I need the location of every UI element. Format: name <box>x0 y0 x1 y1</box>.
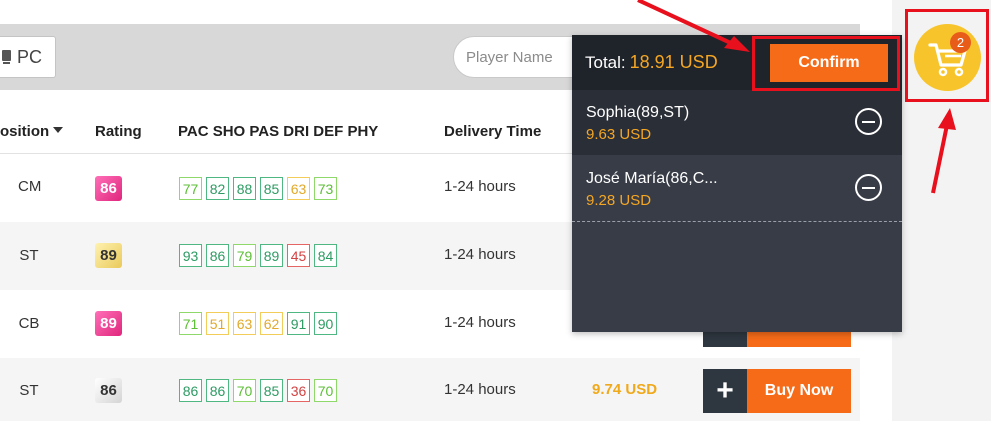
stat-pac: 93 <box>179 244 202 267</box>
minus-circle-icon[interactable] <box>855 174 882 201</box>
row-price: 9.74 USD <box>592 381 658 398</box>
stat-pas: 79 <box>233 244 256 267</box>
row-delivery-time: 1-24 hours <box>444 314 516 331</box>
stats-column-header: PAC SHO PAS DRI DEF PHY <box>178 123 379 140</box>
row-stats: 86 86 70 85 36 70 <box>179 379 337 402</box>
position-header-label: osition <box>0 123 50 140</box>
stat-pac: 71 <box>179 312 202 335</box>
buy-label-partial[interactable] <box>747 331 851 347</box>
stat-phy: 73 <box>314 177 337 200</box>
cart-highlight-box <box>905 9 989 102</box>
stat-dri: 89 <box>260 244 283 267</box>
buy-now-button-partial[interactable] <box>703 331 851 347</box>
row-position: ST <box>19 382 39 399</box>
row-rating-badge: 86 <box>95 378 122 403</box>
stat-sho: 86 <box>206 379 229 402</box>
cart-item-name: Sophia(89,ST) <box>586 104 690 121</box>
table-row: ST 86 86 86 70 85 36 70 1-24 hours 9.74 … <box>0 358 860 421</box>
plus-icon[interactable]: + <box>703 369 747 413</box>
cart-item-name: José María(86,C... <box>586 170 718 187</box>
row-stats: 93 86 79 89 45 84 <box>179 244 337 267</box>
confirm-button[interactable]: Confirm <box>770 44 888 82</box>
stat-dri: 85 <box>260 379 283 402</box>
row-delivery-time: 1-24 hours <box>444 178 516 195</box>
stat-sho: 82 <box>206 177 229 200</box>
stat-pac: 86 <box>179 379 202 402</box>
minus-circle-icon[interactable] <box>855 108 882 135</box>
delivery-column-header: Delivery Time <box>444 123 542 140</box>
rating-column-header: Rating <box>95 123 142 140</box>
position-column-header[interactable]: osition <box>0 123 64 140</box>
stat-phy: 84 <box>314 244 337 267</box>
row-rating-badge: 89 <box>95 243 122 268</box>
table-header: osition Rating PAC SHO PAS DRI DEF PHY D… <box>0 112 860 154</box>
cart-item: Sophia(89,ST) 9.63 USD <box>572 90 902 155</box>
row-position: ST <box>19 247 39 264</box>
platform-pc-button[interactable]: PC <box>0 36 56 78</box>
cart-item-price: 9.28 USD <box>586 192 652 209</box>
stat-dri: 62 <box>260 312 283 335</box>
stat-pas: 88 <box>233 177 256 200</box>
buy-now-label[interactable]: Buy Now <box>747 369 851 413</box>
row-position: CB <box>18 315 40 332</box>
cart-total-label: Total: <box>585 53 626 72</box>
table-row: CM 86 77 82 88 85 63 73 1-24 hours <box>0 154 860 222</box>
stat-phy: 90 <box>314 312 337 335</box>
row-delivery-time: 1-24 hours <box>444 381 516 398</box>
table-row: CB 89 71 51 63 62 91 90 1-24 hours <box>0 290 860 358</box>
cart-total: Total: 18.91 USD <box>585 52 718 73</box>
player-name-search-input[interactable] <box>453 36 593 78</box>
row-stats: 77 82 88 85 63 73 <box>179 177 337 200</box>
stat-sho: 86 <box>206 244 229 267</box>
stat-def: 45 <box>287 244 310 267</box>
pc-icon <box>2 50 12 64</box>
row-stats: 71 51 63 62 91 90 <box>179 312 337 335</box>
stat-pac: 77 <box>179 177 202 200</box>
row-delivery-time: 1-24 hours <box>444 246 516 263</box>
stat-phy: 70 <box>314 379 337 402</box>
confirm-highlight-box <box>752 36 900 91</box>
stat-pas: 63 <box>233 312 256 335</box>
row-position: CM <box>18 178 42 195</box>
stat-def: 63 <box>287 177 310 200</box>
buy-now-button[interactable]: + Buy Now <box>703 369 851 413</box>
cart-item: José María(86,C... 9.28 USD <box>572 156 902 222</box>
platform-label: PC <box>17 46 43 67</box>
buy-plus-partial[interactable] <box>703 331 747 347</box>
row-rating-badge: 86 <box>95 176 122 201</box>
cart-button[interactable]: 2 <box>914 24 981 91</box>
stat-def: 36 <box>287 379 310 402</box>
stat-def: 91 <box>287 312 310 335</box>
stat-sho: 51 <box>206 312 229 335</box>
stat-dri: 85 <box>260 177 283 200</box>
row-rating-badge: 89 <box>95 311 122 336</box>
cart-item-price: 9.63 USD <box>586 126 652 143</box>
cart-total-amount: 18.91 USD <box>629 52 718 72</box>
caret-down-icon <box>53 127 64 133</box>
cart-count-badge: 2 <box>950 32 971 53</box>
stat-pas: 70 <box>233 379 256 402</box>
